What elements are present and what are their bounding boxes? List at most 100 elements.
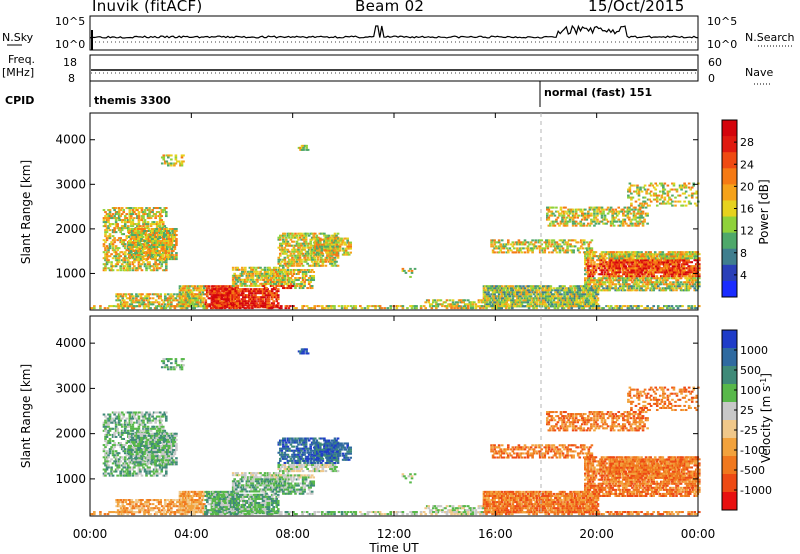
heatmap-cell: [599, 210, 602, 213]
heatmap-cell: [581, 297, 585, 300]
heatmap-cell: [496, 291, 499, 294]
heatmap-cell: [219, 296, 222, 299]
heatmap-cell: [319, 245, 322, 248]
heatmap-cell: [288, 254, 291, 257]
heatmap-cell: [235, 290, 239, 293]
heatmap-cell: [589, 293, 592, 296]
heatmap-cell: [291, 260, 294, 263]
heatmap-cell: [482, 297, 486, 300]
heatmap-cell: [506, 285, 510, 288]
heatmap-cell: [289, 262, 293, 265]
heatmap-cell: [652, 285, 655, 288]
heatmap-cell: [599, 263, 602, 266]
heatmap-cell: [531, 287, 534, 290]
heatmap-cell: [222, 306, 225, 309]
heatmap-cell: [611, 281, 614, 284]
heatmap-cell: [278, 236, 282, 239]
heatmap-cell: [282, 258, 285, 261]
heatmap-cell: [635, 273, 639, 276]
heatmap-cell: [585, 287, 589, 290]
heatmap-cell: [445, 299, 449, 302]
heatmap-cell: [252, 302, 256, 305]
heatmap-cell: [277, 256, 281, 259]
heatmap-cell: [285, 240, 288, 243]
heatmap-cell: [300, 260, 303, 263]
heatmap-cell: [149, 246, 152, 249]
heatmap-cell: [158, 219, 162, 222]
heatmap-cell: [247, 278, 250, 281]
heatmap-cell: [283, 277, 287, 280]
heatmap-cell: [605, 265, 608, 268]
heatmap-cell: [438, 299, 441, 302]
heatmap-cell: [326, 251, 330, 254]
heatmap-cell: [160, 156, 164, 159]
heatmap-cell: [546, 239, 550, 242]
heatmap-cell: [586, 305, 589, 308]
heatmap-cell: [246, 288, 250, 291]
heatmap-cell: [161, 256, 165, 259]
heatmap-cell: [170, 242, 174, 245]
heatmap-cell: [535, 285, 539, 288]
heatmap-cell: [568, 220, 572, 223]
heatmap-cell: [487, 287, 490, 290]
heatmap-cell: [526, 299, 530, 302]
heatmap-cell: [499, 243, 502, 246]
heatmap-cell: [584, 281, 587, 284]
heatmap-cell: [140, 250, 143, 253]
heatmap-cell: [541, 293, 545, 296]
heatmap-cell: [600, 269, 604, 272]
heatmap-cell: [606, 287, 610, 290]
heatmap-cell: [145, 207, 148, 210]
heatmap-cell: [147, 246, 151, 249]
heatmap-cell: [301, 275, 305, 278]
heatmap-cell: [514, 301, 518, 304]
heatmap-cell: [116, 261, 119, 264]
heatmap-cell: [307, 252, 311, 255]
heatmap-cell: [137, 232, 140, 235]
heatmap-cell: [511, 301, 515, 304]
heatmap-cell: [629, 212, 633, 215]
heatmap-cell: [297, 232, 300, 235]
heatmap-cell: [278, 283, 282, 286]
heatmap-cell: [148, 211, 151, 214]
heatmap-cell: [529, 247, 533, 250]
heatmap-cell: [289, 232, 293, 235]
heatmap-cell: [576, 301, 580, 304]
heatmap-cell: [606, 253, 610, 256]
heatmap-cell: [209, 297, 212, 300]
heatmap-cell: [193, 287, 197, 290]
heatmap-cell: [605, 253, 608, 256]
heatmap-cell: [511, 303, 515, 306]
heatmap-cell: [552, 222, 555, 225]
heatmap-cell: [644, 214, 648, 217]
heatmap-cell: [615, 214, 619, 217]
heatmap-cell: [635, 289, 639, 292]
heatmap-cell: [275, 300, 279, 303]
heatmap-cell: [292, 252, 296, 255]
heatmap-cell: [609, 220, 613, 223]
heatmap-cell: [298, 242, 302, 245]
heatmap-cell: [628, 275, 631, 278]
heatmap-cell: [500, 239, 504, 242]
heatmap-cell: [144, 234, 148, 237]
heatmap-cell: [128, 257, 132, 260]
heatmap-cell: [514, 291, 518, 294]
heatmap-cell: [590, 257, 593, 260]
heatmap-cell: [156, 242, 160, 245]
heatmap-cell: [307, 277, 311, 280]
heatmap-cell: [189, 301, 193, 304]
heatmap-cell: [266, 268, 270, 271]
heatmap-cell: [256, 272, 259, 275]
heatmap-cell: [158, 240, 161, 243]
heatmap-cell: [587, 275, 590, 278]
heatmap-cell: [181, 289, 185, 292]
heatmap-cell: [629, 279, 633, 282]
nsky-trace: [89, 24, 699, 50]
heatmap-cell: [594, 285, 598, 288]
heatmap-cell: [641, 220, 645, 223]
heatmap-cell: [587, 269, 590, 272]
heatmap-cell: [496, 241, 499, 244]
heatmap-cell: [329, 254, 332, 257]
heatmap-cell: [554, 291, 557, 294]
heatmap-cell: [563, 289, 566, 292]
